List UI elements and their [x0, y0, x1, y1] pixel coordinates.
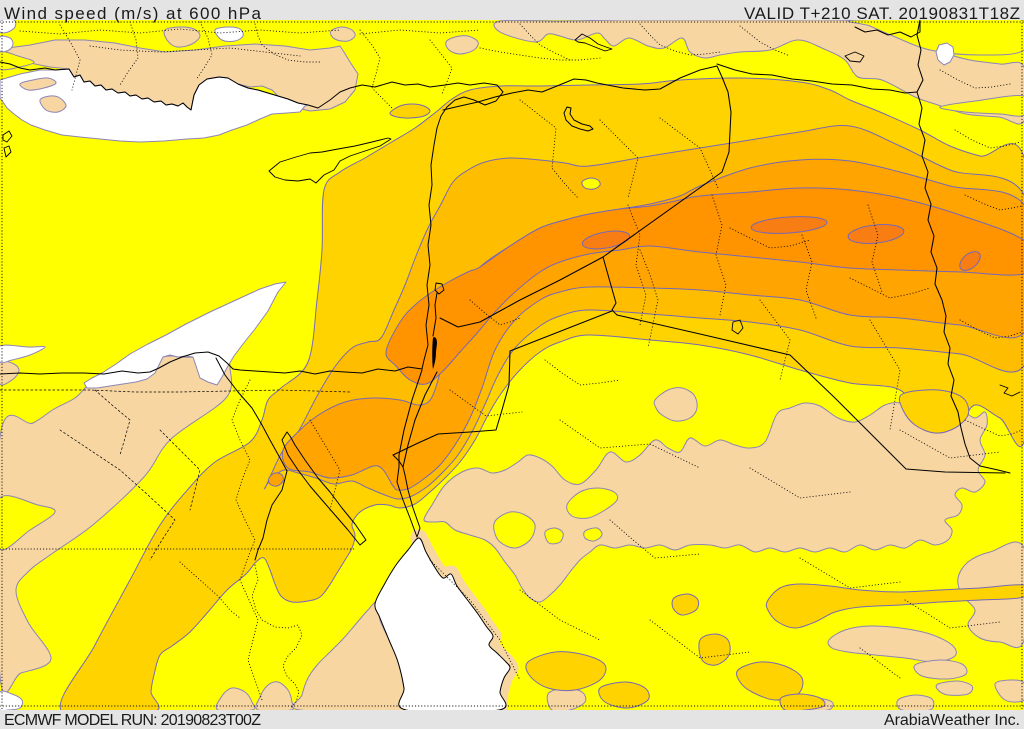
- svg-text:VALID T+210 SAT. 20190831T18Z: VALID T+210 SAT. 20190831T18Z: [744, 4, 1020, 23]
- svg-text:ECMWF MODEL RUN: 20190823T00Z: ECMWF MODEL RUN: 20190823T00Z: [4, 712, 261, 729]
- svg-text:Wind speed (m/s) at 600 hPa: Wind speed (m/s) at 600 hPa: [4, 4, 262, 23]
- svg-text:ArabiaWeather Inc.: ArabiaWeather Inc.: [884, 712, 1020, 729]
